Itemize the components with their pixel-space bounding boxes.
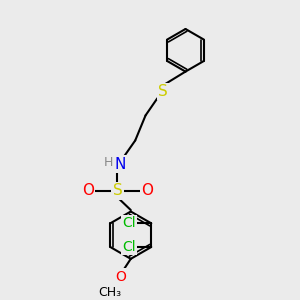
Text: O: O	[115, 270, 126, 283]
Text: CH₃: CH₃	[98, 286, 122, 299]
Text: O: O	[141, 183, 153, 198]
Text: Cl: Cl	[122, 240, 136, 254]
Text: N: N	[115, 157, 126, 172]
Text: Cl: Cl	[122, 216, 136, 230]
Text: S: S	[158, 84, 168, 99]
Text: H: H	[103, 156, 113, 169]
Text: O: O	[82, 183, 94, 198]
Text: S: S	[112, 183, 122, 198]
